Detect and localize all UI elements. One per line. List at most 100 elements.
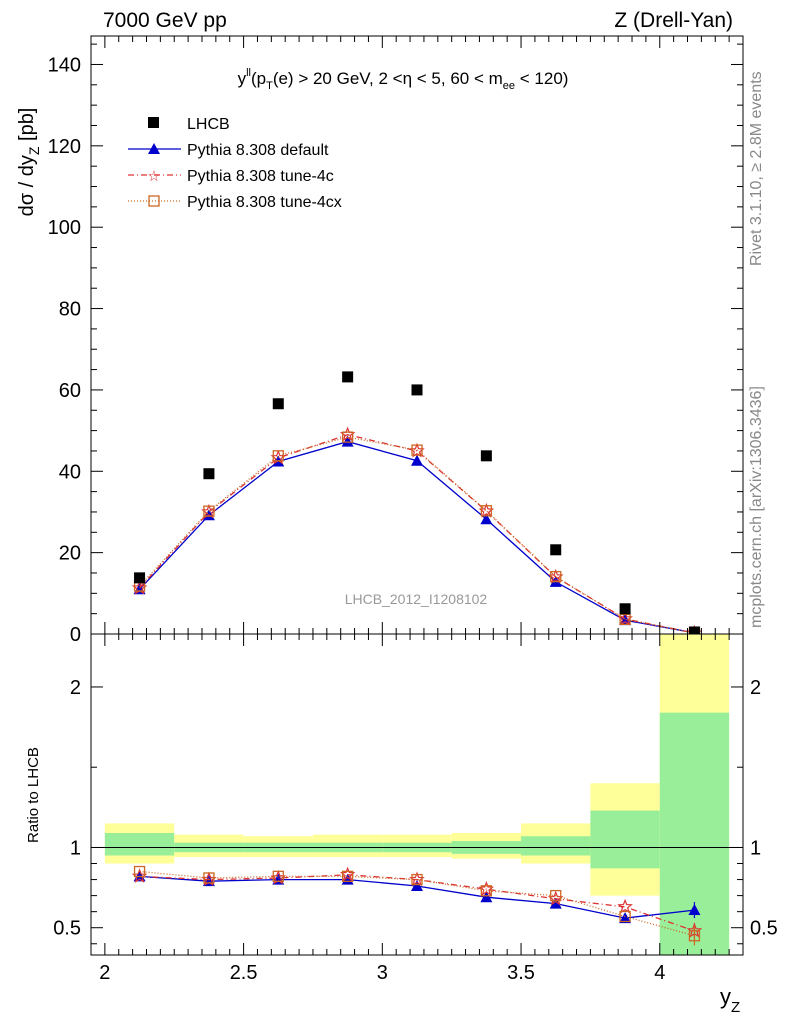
legend-marker-default (148, 143, 160, 154)
legend-label-default: Pythia 8.308 default (187, 142, 329, 159)
xlabel-main: y (720, 984, 731, 1009)
title-sub-ee: ee (503, 80, 515, 92)
main-point-data (550, 544, 562, 556)
header-left: 7000 GeV pp (103, 9, 227, 32)
legend-marker-tune4c: ☆ (147, 168, 160, 185)
main-point-data (342, 371, 354, 383)
ratio-point-default (619, 912, 632, 924)
header-right: Z (Drell-Yan) (614, 9, 733, 32)
ratio-xtick-label: 3 (377, 962, 388, 984)
ratio-point-default (549, 897, 562, 909)
ylabel-sub: Z (26, 146, 42, 155)
main-ylabel: dσ / dyZ [pb] (16, 108, 42, 217)
ratio-band-green (659, 712, 730, 955)
ylabel-unit: [pb] (16, 108, 38, 147)
ratio-point-tune4cx (341, 870, 354, 883)
main-point-data (688, 626, 700, 638)
main-point-data (134, 572, 146, 584)
ratio-line-tune4c (139, 874, 695, 932)
main-point-tune4cx (341, 431, 354, 443)
ratio-ytick-label: 1 (70, 837, 81, 859)
ratio-point-tune4cx (688, 930, 701, 942)
main-point-tune4cx (619, 613, 631, 626)
main-point-default (480, 513, 493, 525)
rivet-label: Rivet 3.1.10, ≥ 2.8M events (748, 71, 765, 266)
ratio-point-tune4cx (480, 885, 493, 897)
ratio-point-tune4cx (619, 910, 631, 923)
title-p3: < 120) (515, 69, 568, 88)
ratio-point-tune4cx (272, 870, 284, 883)
legend: LHCB Pythia 8.308 default ☆ Pythia 8.308… (128, 116, 342, 211)
main-line-tune4c (139, 434, 695, 634)
main-point-data (480, 450, 492, 462)
ratio-band-green (521, 836, 591, 856)
main-point-default (411, 454, 423, 466)
main-point-data (411, 384, 423, 396)
ratio-point-default (480, 891, 493, 903)
ratio-point-default (411, 879, 423, 891)
legend-label-tune4cx: Pythia 8.308 tune-4cx (187, 194, 342, 211)
legend-label-lhcb: LHCB (187, 116, 230, 133)
ratio-xtick-label: 3.5 (507, 962, 535, 984)
ratio-ylabel: Ratio to LHCB (25, 747, 42, 843)
main-point-tune4cx (411, 444, 423, 456)
ratio-ytick-label: 2 (70, 677, 81, 699)
main-ytick-label: 120 (48, 136, 81, 158)
legend-marker-lhcb (148, 117, 159, 128)
main-point-data (203, 468, 215, 480)
ratio-point-tune4cx (550, 889, 562, 902)
main-point-default (341, 435, 354, 447)
analysis-watermark: LHCB_2012_I1208102 (345, 591, 488, 607)
ratio-point-tune4cx (203, 872, 215, 884)
mcplots-label: mcplots.cern.ch [arXiv:1306.3436] (748, 386, 765, 628)
main-ytick-label: 60 (59, 380, 81, 402)
main-ytick-label: 0 (70, 624, 81, 646)
ratio-ytick-label-right: 2 (750, 677, 761, 699)
ratio-bands (91, 634, 743, 955)
ratio-panel: 0.5 0.5 1 1 2 2 2 2.5 3 3.5 4 Ratio to LHCB yZ (25, 633, 778, 1016)
ylabel-main: dσ / dy (16, 155, 38, 216)
ratio-frame (90, 633, 744, 956)
main-point-tune4cx (272, 450, 284, 462)
ratio-xlabel: yZ (720, 984, 740, 1016)
main-ytick-label: 40 (59, 461, 81, 483)
ratio-xtick-label: 2 (99, 962, 110, 984)
ratio-ytick-label-right: 1 (750, 837, 761, 859)
main-ytick-label: 140 (48, 54, 81, 76)
ratio-point-default (688, 904, 701, 916)
ratio-point-tune4cx (411, 873, 423, 886)
legend-marker-tune4cx (148, 195, 160, 207)
title-sub-t: T (266, 80, 273, 92)
legend-label-tune4c: Pythia 8.308 tune-4c (187, 168, 334, 185)
xlabel-sub: Z (731, 999, 740, 1016)
main-line-tune4cx (139, 436, 695, 634)
ratio-marks (131, 865, 703, 946)
main-point-tune4cx (480, 505, 493, 517)
main-marks (131, 371, 703, 640)
ratio-band-green (590, 810, 660, 869)
title-y: y (238, 69, 247, 88)
ratio-line-tune4cx (139, 870, 695, 937)
title-p1: (p (251, 69, 266, 88)
main-y-ticks: 0 20 40 60 80 100 120 140 (48, 36, 743, 646)
ratio-band-green (104, 833, 175, 856)
ratio-y-ticks: 0.5 0.5 1 1 2 2 (53, 677, 778, 945)
main-ytick-label: 80 (59, 299, 81, 321)
ratio-ytick-label: 0.5 (53, 918, 81, 940)
main-point-data (272, 398, 284, 410)
ratio-point-tune4c (617, 898, 633, 914)
main-ytick-label: 20 (59, 543, 81, 565)
ratio-ytick-label-right: 0.5 (750, 918, 778, 940)
ratio-point-tune4cx (133, 865, 146, 878)
main-point-tune4cx (203, 505, 215, 517)
ratio-xtick-label: 4 (654, 962, 665, 984)
ratio-x-ticks: 2 2.5 3 3.5 4 (99, 634, 730, 984)
ratio-xtick-label: 2.5 (230, 962, 258, 984)
title-p2: (e) > 20 GeV, 2 <η < 5, 60 < m (273, 69, 503, 88)
main-ytick-label: 100 (48, 217, 81, 239)
main-title: yll(pT(e) > 20 GeV, 2 <η < 5, 60 < mee <… (238, 67, 569, 92)
main-panel: 0 20 40 60 80 100 120 140 yll(pT(e) > 20 GeV, 2… (16, 35, 744, 646)
main-point-data (619, 603, 631, 615)
main-point-tune4cx (550, 570, 562, 583)
